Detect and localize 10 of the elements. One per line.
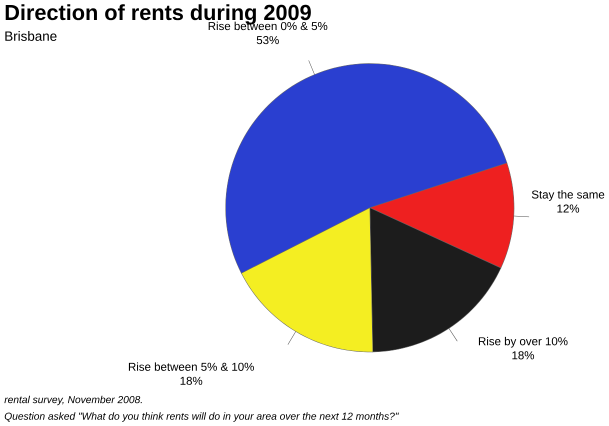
slice-label: Stay the same bbox=[532, 190, 604, 201]
text: rental survey, November 2008. bbox=[4, 396, 142, 406]
data-label: 18% bbox=[512, 351, 534, 360]
data-label: 53% bbox=[256, 36, 279, 44]
data-label: 12% bbox=[557, 204, 580, 213]
data-label: 18% bbox=[180, 376, 202, 385]
text: Brisbane bbox=[5, 31, 57, 41]
text: Question asked "What do you think rents will do in your area over the next 12 months?" bbox=[4, 412, 399, 422]
slice-label: Rise between 5% & 10% bbox=[128, 362, 254, 371]
slice-label: Rise by over 10% bbox=[478, 336, 568, 348]
